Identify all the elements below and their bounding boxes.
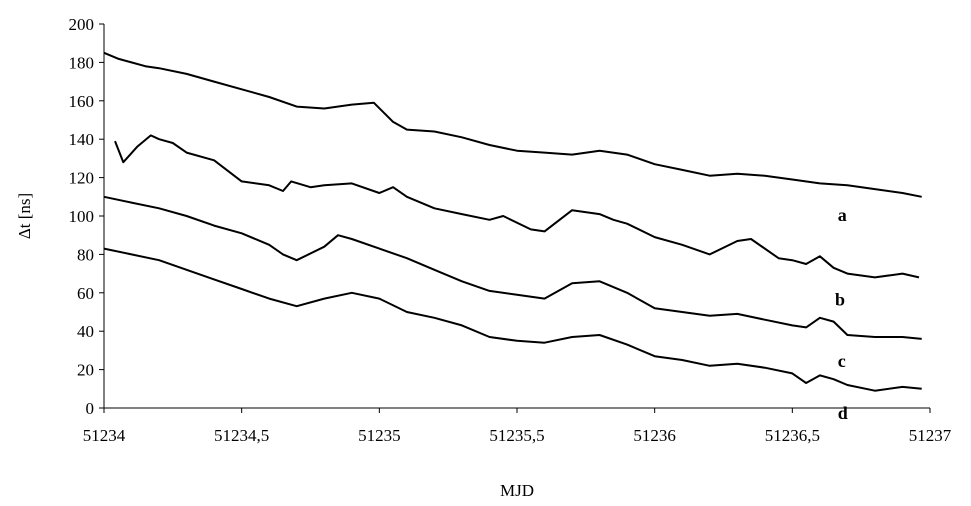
series-b-line [114,134,920,279]
series-label-c: c [838,351,846,371]
x-axis-title: MJD [500,481,534,500]
y-tick-label: 20 [77,361,94,380]
y-tick-label: 200 [69,15,95,34]
y-axis-title: Δt [ns] [15,193,34,239]
x-axis-ticks: 51234 51234,5 51235 51235,5 51236 51236,5 5123… [83,408,952,445]
series-a-line [103,51,922,198]
y-tick-label: 180 [69,53,95,72]
series-d-line [103,247,922,392]
series-label-b: b [835,289,845,309]
series-c-line [103,195,922,340]
x-tick-label: 51235 [358,426,401,445]
x-tick-label: 51236 [633,426,676,445]
y-axis-ticks: 0 20 40 60 80 100 120 140 160 180 200 [69,15,104,418]
series-label-d: d [838,403,848,423]
x-tick-label: 51237 [909,426,952,445]
y-tick-label: 100 [69,207,95,226]
y-tick-label: 0 [86,399,95,418]
y-tick-label: 120 [69,169,95,188]
x-tick-label: 51234 [83,426,126,445]
series-lines: a b c d [103,51,922,423]
y-tick-label: 80 [77,245,94,264]
y-tick-label: 140 [69,130,95,149]
series-label-a: a [838,205,847,225]
y-tick-label: 40 [77,322,94,341]
x-tick-label: 51236,5 [765,426,820,445]
x-tick-label: 51235,5 [489,426,544,445]
y-tick-label: 60 [77,284,94,303]
y-tick-label: 160 [69,92,95,111]
x-tick-label: 51234,5 [214,426,269,445]
